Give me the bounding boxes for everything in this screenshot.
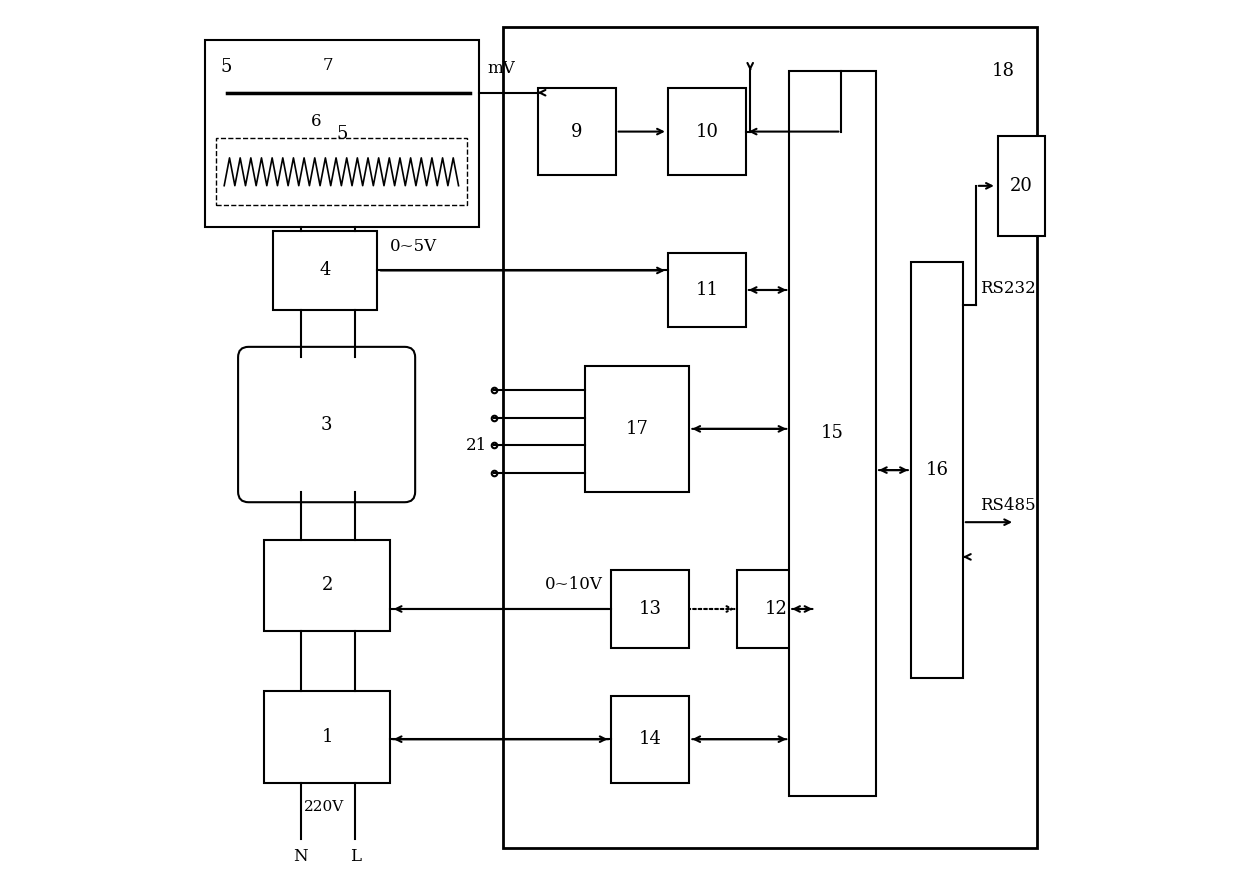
Bar	[585, 366, 689, 492]
Bar	[273, 232, 377, 309]
Text: 10: 10	[696, 123, 718, 140]
Bar	[503, 27, 1037, 847]
Text: 20: 20	[1011, 177, 1033, 195]
Bar	[667, 88, 745, 175]
Text: 18: 18	[992, 62, 1014, 80]
Bar	[538, 88, 616, 175]
Bar	[611, 570, 689, 648]
Bar	[264, 539, 391, 631]
Text: 220V: 220V	[304, 800, 343, 814]
Text: 5: 5	[336, 125, 347, 143]
Text: 0~5V: 0~5V	[391, 238, 438, 255]
Text: 7: 7	[322, 57, 334, 74]
Text: 5: 5	[221, 57, 232, 76]
Text: 4: 4	[319, 261, 331, 280]
Text: 0~10V: 0~10V	[544, 577, 603, 593]
Text: 3: 3	[321, 415, 332, 434]
Bar	[264, 692, 391, 782]
Bar	[910, 262, 962, 679]
Bar	[737, 570, 815, 648]
Bar	[611, 696, 689, 782]
Text: RS232: RS232	[980, 280, 1035, 296]
Bar	[997, 136, 1045, 236]
Text: 14: 14	[639, 730, 662, 748]
Bar	[789, 71, 875, 795]
Bar	[667, 253, 745, 327]
FancyBboxPatch shape	[238, 347, 415, 503]
Text: 17: 17	[626, 420, 649, 438]
Text: 21: 21	[466, 436, 487, 454]
Text: 13: 13	[639, 600, 662, 618]
Text: L: L	[350, 847, 361, 865]
Bar	[216, 138, 467, 206]
Text: RS485: RS485	[980, 496, 1035, 514]
Text: mV: mV	[487, 60, 515, 77]
Text: 1: 1	[321, 728, 332, 746]
Text: N: N	[294, 847, 308, 865]
Text: 2: 2	[321, 576, 332, 594]
Bar	[205, 40, 479, 227]
Text: 6: 6	[311, 112, 321, 130]
Text: 12: 12	[765, 600, 787, 618]
Text: 16: 16	[925, 461, 949, 479]
Text: 11: 11	[696, 281, 718, 299]
Text: 9: 9	[570, 123, 583, 140]
Text: 15: 15	[821, 424, 844, 442]
